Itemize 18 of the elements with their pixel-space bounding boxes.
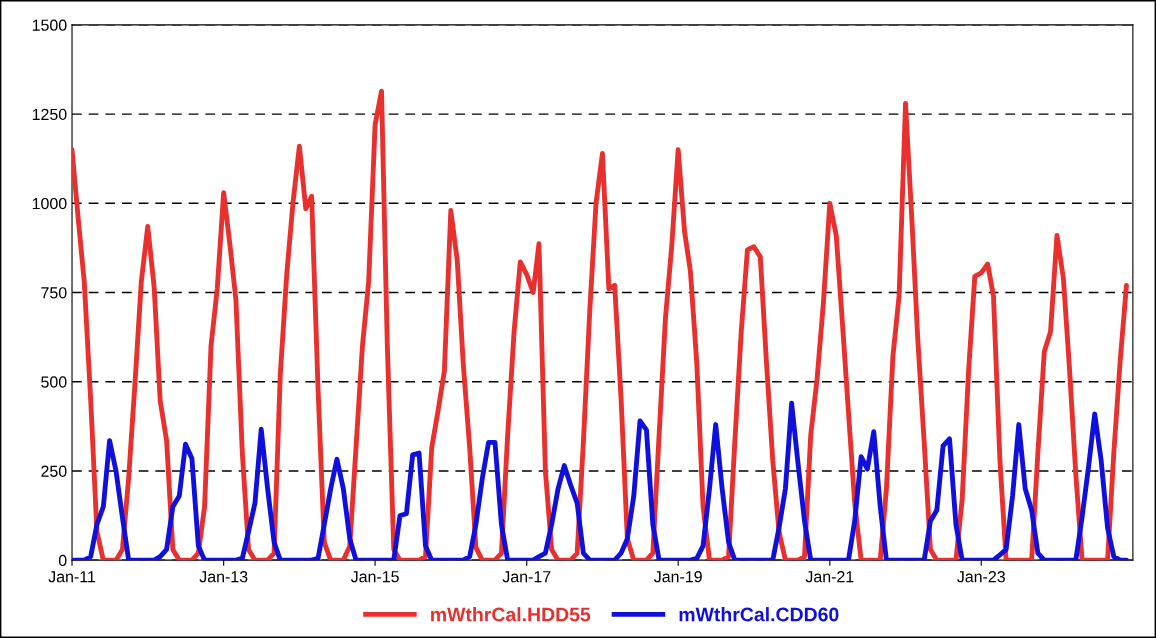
line-series (72, 88, 1129, 561)
y-tick-label: 750 (41, 287, 67, 299)
y-tick-label: 1500 (32, 19, 67, 31)
x-tick-label: Jan-11 (48, 571, 96, 583)
line-series (72, 400, 1129, 561)
x-tick-label: Jan-17 (502, 571, 551, 583)
y-tick-label: 0 (58, 554, 67, 567)
y-tick-label: 1250 (32, 108, 67, 121)
y-tick-label: 500 (41, 376, 67, 388)
legend-label: mWthrCal.CDD60 (679, 607, 839, 622)
legend-label: mWthrCal.HDD55 (431, 607, 591, 622)
x-tick-label: Jan-13 (199, 571, 248, 583)
y-tick-label: 250 (41, 465, 67, 477)
x-tick-label: Jan-15 (350, 571, 399, 583)
x-tick-label: Jan-19 (654, 571, 702, 583)
x-tick-label: Jan-23 (957, 571, 1005, 583)
y-tick-label: 1000 (32, 197, 67, 210)
x-tick-label: Jan-21 (805, 571, 854, 583)
